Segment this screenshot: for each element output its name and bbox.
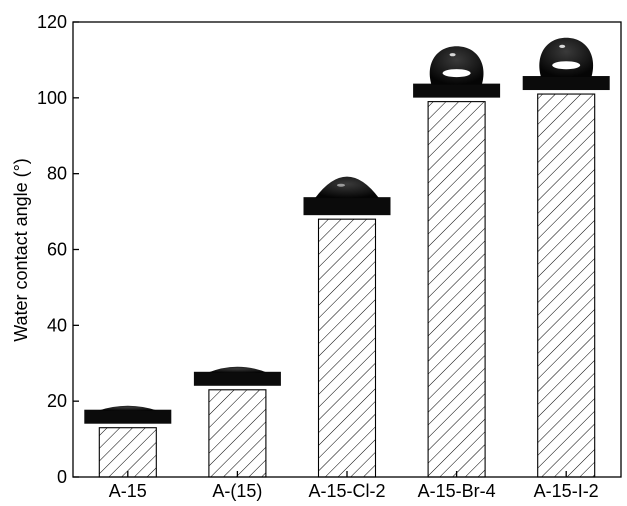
droplet-substrate	[303, 197, 391, 216]
bar	[537, 93, 596, 478]
x-tick-label: A-15-Cl-2	[308, 481, 385, 501]
y-tick-label: 80	[47, 164, 67, 184]
water-droplet	[429, 46, 484, 85]
droplet-substrate	[193, 371, 281, 386]
water-droplet	[207, 366, 268, 373]
droplet-reflection	[552, 61, 581, 70]
bar	[208, 389, 267, 478]
x-tick-label: A-15	[109, 481, 147, 501]
y-tick-label: 60	[47, 240, 67, 260]
bar	[98, 427, 157, 478]
bars	[98, 93, 596, 478]
droplet-substrate	[84, 409, 172, 424]
x-axis: A-15 A-(15) A-15-Cl-2 A-15-Br-4 A-15-I-2	[109, 471, 599, 501]
droplet-insets	[84, 37, 610, 424]
y-tick-label: 40	[47, 315, 67, 335]
droplet-substrate	[413, 83, 501, 98]
bar	[427, 101, 486, 478]
droplet-inset	[303, 176, 391, 216]
droplet-inset	[522, 37, 610, 91]
water-droplet	[315, 176, 379, 199]
y-tick-label: 20	[47, 391, 67, 411]
y-tick-label: 0	[57, 467, 67, 487]
water-droplet	[539, 37, 594, 78]
y-axis-title: Water contact angle (°)	[11, 158, 31, 342]
y-tick-label: 120	[37, 12, 67, 32]
x-tick-label: A-15-I-2	[534, 481, 599, 501]
droplet-inset	[193, 366, 281, 386]
y-tick-label: 100	[37, 88, 67, 108]
droplet-reflection	[442, 69, 471, 78]
water-droplet	[97, 405, 158, 411]
y-axis: 0 20 40 60 80 100 120	[37, 12, 79, 487]
droplet-highlight	[559, 44, 566, 48]
droplet-highlight	[337, 183, 345, 187]
x-tick-label: A-(15)	[212, 481, 262, 501]
droplet-inset	[84, 405, 172, 424]
droplet-substrate	[522, 76, 610, 91]
droplet-inset	[413, 46, 501, 98]
droplet-highlight	[449, 53, 456, 57]
bar	[317, 218, 377, 478]
x-tick-label: A-15-Br-4	[418, 481, 496, 501]
